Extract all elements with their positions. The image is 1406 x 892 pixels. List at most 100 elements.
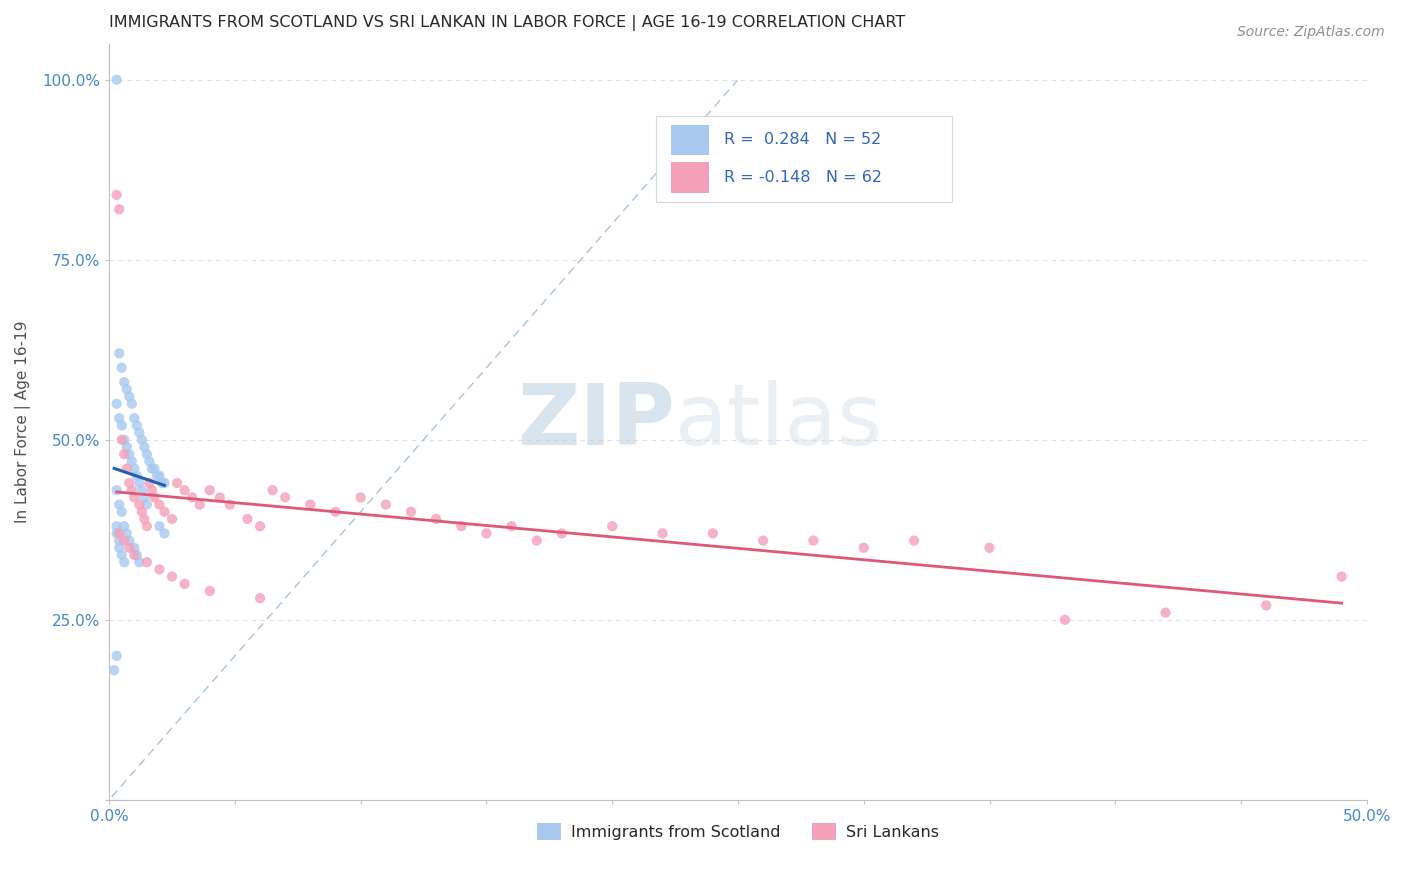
Point: [903, 533, 925, 548]
Point: [141, 461, 163, 475]
FancyBboxPatch shape: [671, 125, 709, 155]
Point: [702, 526, 724, 541]
Point: [118, 541, 141, 555]
Point: [115, 382, 138, 396]
Point: [131, 433, 153, 447]
Point: [105, 188, 128, 202]
Point: [112, 447, 135, 461]
Point: [135, 519, 157, 533]
Point: [112, 375, 135, 389]
Point: [236, 512, 259, 526]
Point: [134, 491, 156, 505]
Legend: Immigrants from Scotland, Sri Lankans: Immigrants from Scotland, Sri Lankans: [531, 817, 945, 847]
Point: [181, 491, 204, 505]
Point: [128, 425, 150, 440]
Point: [108, 202, 131, 217]
Point: [138, 475, 160, 490]
Point: [526, 533, 548, 548]
Point: [118, 447, 141, 461]
Point: [125, 468, 148, 483]
Point: [108, 498, 131, 512]
Point: [166, 475, 188, 490]
Point: [111, 505, 134, 519]
Point: [118, 475, 141, 490]
Point: [141, 483, 163, 498]
Point: [115, 440, 138, 454]
Point: [551, 526, 574, 541]
Point: [160, 512, 183, 526]
Point: [124, 491, 146, 505]
Point: [112, 533, 135, 548]
Point: [121, 454, 143, 468]
FancyBboxPatch shape: [657, 115, 952, 202]
Point: [112, 519, 135, 533]
Point: [262, 483, 284, 498]
Point: [128, 475, 150, 490]
Text: R = -0.148   N = 62: R = -0.148 N = 62: [724, 170, 882, 185]
Point: [108, 541, 131, 555]
Point: [105, 526, 128, 541]
Point: [105, 648, 128, 663]
Point: [249, 591, 271, 606]
Point: [108, 526, 131, 541]
Point: [148, 519, 170, 533]
Point: [121, 397, 143, 411]
Point: [125, 548, 148, 562]
Point: [105, 519, 128, 533]
FancyBboxPatch shape: [671, 162, 709, 193]
Point: [115, 461, 138, 475]
Point: [111, 418, 134, 433]
Point: [651, 526, 673, 541]
Point: [1330, 569, 1353, 583]
Point: [135, 447, 157, 461]
Point: [188, 498, 211, 512]
Point: [124, 461, 146, 475]
Point: [852, 541, 875, 555]
Point: [218, 498, 240, 512]
Point: [103, 663, 125, 677]
Point: [112, 433, 135, 447]
Point: [124, 541, 146, 555]
Point: [108, 533, 131, 548]
Point: [198, 584, 221, 599]
Point: [1154, 606, 1177, 620]
Point: [128, 555, 150, 569]
Point: [105, 483, 128, 498]
Point: [108, 346, 131, 360]
Point: [134, 512, 156, 526]
Point: [148, 498, 170, 512]
Point: [425, 512, 447, 526]
Point: [131, 505, 153, 519]
Point: [160, 569, 183, 583]
Point: [108, 411, 131, 425]
Point: [374, 498, 396, 512]
Point: [274, 491, 297, 505]
Point: [135, 498, 157, 512]
Point: [112, 555, 135, 569]
Point: [350, 491, 373, 505]
Point: [131, 483, 153, 498]
Point: [146, 468, 169, 483]
Point: [150, 475, 173, 490]
Y-axis label: In Labor Force | Age 16-19: In Labor Force | Age 16-19: [15, 320, 31, 523]
Point: [501, 519, 523, 533]
Text: R =  0.284   N = 52: R = 0.284 N = 52: [724, 132, 882, 147]
Point: [600, 519, 623, 533]
Text: ZIP: ZIP: [517, 380, 675, 463]
Point: [450, 519, 472, 533]
Point: [148, 562, 170, 576]
Point: [135, 555, 157, 569]
Point: [128, 498, 150, 512]
Point: [198, 483, 221, 498]
Point: [325, 505, 347, 519]
Point: [208, 491, 231, 505]
Point: [475, 526, 498, 541]
Point: [1053, 613, 1076, 627]
Point: [979, 541, 1001, 555]
Point: [118, 390, 141, 404]
Point: [138, 454, 160, 468]
Point: [399, 505, 422, 519]
Point: [153, 526, 176, 541]
Text: IMMIGRANTS FROM SCOTLAND VS SRI LANKAN IN LABOR FORCE | AGE 16-19 CORRELATION CH: IMMIGRANTS FROM SCOTLAND VS SRI LANKAN I…: [110, 15, 905, 31]
Point: [173, 483, 195, 498]
